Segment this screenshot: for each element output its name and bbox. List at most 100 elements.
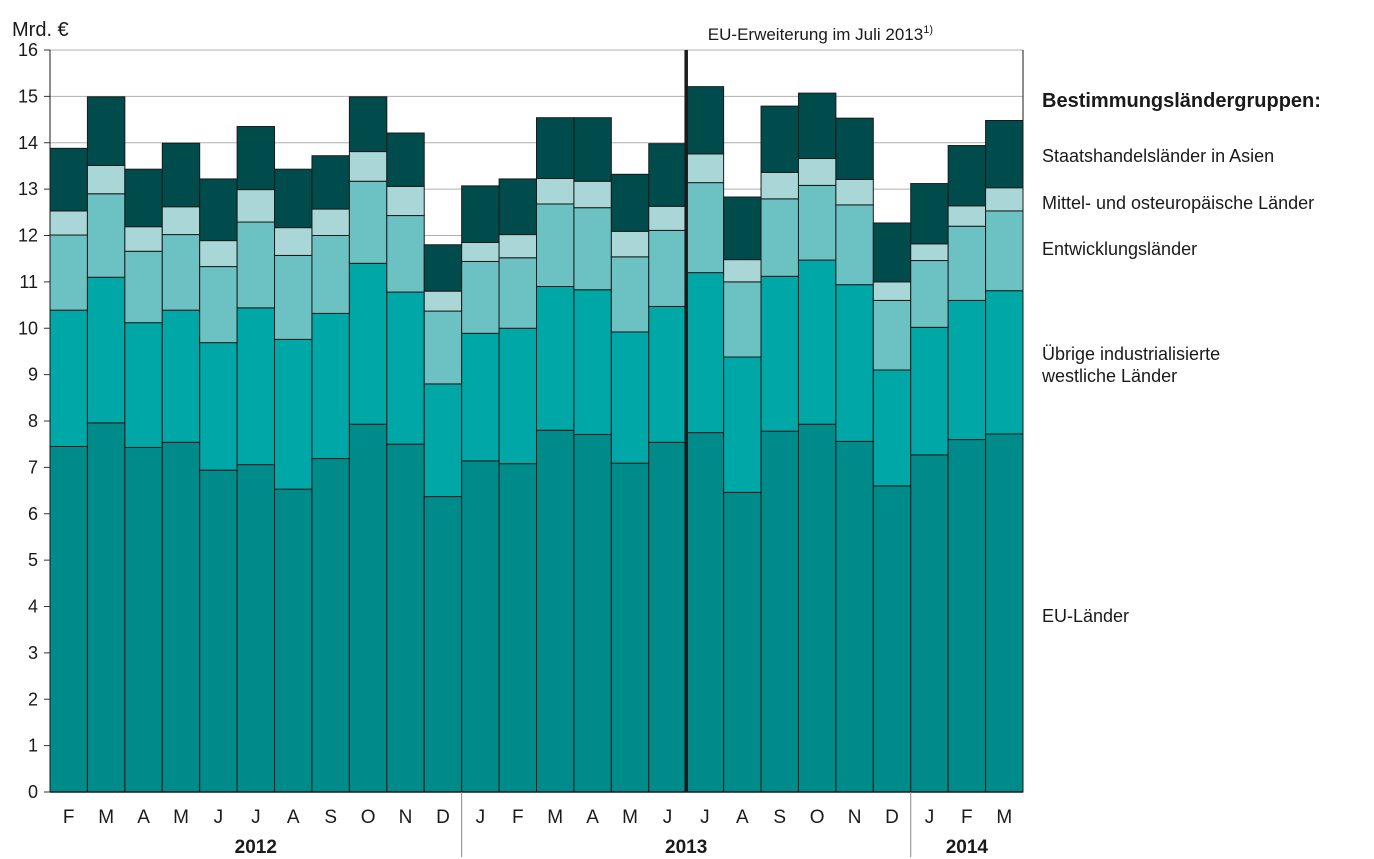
year-label: 2014	[946, 837, 989, 858]
bar-segment	[86, 276, 126, 424]
x-tick-label: N	[399, 807, 413, 828]
bar-segment	[872, 369, 912, 487]
bar-segment	[648, 143, 687, 207]
bar-segment	[723, 356, 762, 493]
bar-segment	[910, 243, 949, 262]
x-tick-label: M	[173, 807, 189, 828]
legend-entry-line: Übrige industrialisierte	[1042, 344, 1220, 364]
bar-segment	[161, 234, 201, 311]
bar-segment	[985, 187, 1024, 212]
bar-segment	[910, 454, 949, 793]
y-tick-label: 12	[18, 226, 38, 246]
y-tick-label: 0	[28, 782, 38, 802]
bar-segment	[274, 338, 313, 490]
bar-segment	[685, 86, 725, 155]
x-tick-label: J	[663, 807, 673, 828]
x-tick-label: A	[736, 807, 749, 828]
bar-segment	[348, 180, 388, 264]
y-tick-label: 11	[19, 272, 38, 292]
bar-segment	[573, 289, 612, 435]
bar-segment	[760, 275, 799, 432]
bar-segment	[236, 464, 276, 793]
x-tick-label: M	[547, 807, 563, 828]
bar-segment	[236, 221, 276, 309]
bar-segment	[760, 105, 799, 173]
bar-segment	[49, 234, 88, 311]
legend-entry-line: Mittel- und osteuropäische Länder	[1042, 193, 1314, 213]
bar-segment	[124, 250, 163, 324]
bar-segment	[947, 439, 987, 793]
bar-segment	[461, 185, 500, 243]
bar-segment	[835, 117, 874, 180]
y-tick-label: 9	[28, 365, 38, 385]
legend-entry-line: Entwicklungsländer	[1042, 239, 1197, 259]
bar-segment	[124, 322, 163, 448]
bar-segment	[49, 210, 88, 236]
bar-segment	[947, 299, 987, 441]
bar-segment	[648, 229, 687, 307]
bar-segment	[348, 96, 388, 153]
bar-segment	[461, 241, 500, 262]
bar-segment	[423, 290, 463, 312]
bar-segment	[610, 331, 650, 464]
y-tick-label: 15	[18, 86, 38, 106]
bar-segment	[536, 177, 575, 205]
bar-segment	[124, 446, 163, 793]
bar-segment	[985, 433, 1024, 793]
legend-title: Bestimmungsländergruppen:	[1042, 90, 1321, 112]
bar-segment	[86, 96, 126, 166]
x-axis: F M A M J J A S O N D J F M A M J J A S O N D J F M 2012 2013 2014	[49, 50, 1024, 858]
bar-segment	[386, 215, 425, 293]
bar-segment	[274, 227, 313, 256]
bar-segment	[610, 462, 650, 793]
y-tick-label: 13	[18, 179, 38, 199]
bar-segment	[236, 189, 276, 223]
bar-segment	[536, 117, 575, 179]
bar-segment	[947, 205, 987, 227]
bar-segment	[161, 441, 201, 793]
legend-entry: Staatshandelsländer in Asien	[1042, 146, 1274, 166]
bar-segment	[124, 168, 163, 228]
x-tick-label: J	[925, 807, 935, 828]
bar-segment	[498, 327, 538, 465]
bar-segment	[573, 207, 612, 291]
bar-segment	[723, 259, 762, 283]
bar-segment	[423, 310, 463, 385]
bar-segment	[797, 423, 837, 793]
annotation-eu-expansion: EU-Erweiterung im Juli 20131)	[708, 24, 933, 44]
bar-segment	[423, 496, 463, 793]
bar-segment	[199, 240, 238, 268]
bar-segment	[685, 153, 725, 184]
y-tick-label: 14	[18, 133, 38, 153]
x-tick-label: N	[848, 807, 862, 828]
x-tick-label: D	[885, 807, 899, 828]
bar-segment	[797, 184, 837, 261]
bar-segment	[199, 178, 238, 242]
x-tick-label: S	[773, 807, 786, 828]
x-tick-label: F	[512, 807, 524, 828]
bar-segment	[797, 92, 837, 160]
x-tick-label: F	[961, 807, 973, 828]
bar-segment	[536, 203, 575, 288]
bar-segment	[348, 262, 388, 425]
bar-segment	[461, 332, 500, 462]
bar-segment	[386, 443, 425, 793]
x-tick-label: M	[622, 807, 638, 828]
bar-segment	[985, 290, 1024, 435]
legend-entry-line: Staatshandelsländer in Asien	[1042, 146, 1274, 166]
bar-segment	[723, 196, 762, 261]
x-tick-label: A	[137, 807, 150, 828]
bar-segment	[348, 423, 388, 793]
bar-segment	[161, 309, 201, 443]
x-tick-label: M	[996, 807, 1012, 828]
y-tick-label: 6	[28, 504, 38, 524]
bar-segment	[872, 299, 912, 371]
bar-segment	[199, 342, 238, 471]
year-label: 2012	[235, 837, 277, 858]
x-tick-label: F	[63, 807, 75, 828]
bar-segment	[461, 460, 500, 793]
bar-segment	[311, 155, 350, 210]
legend-entry: EU-Länder	[1042, 606, 1129, 626]
legend-entry: Mittel- und osteuropäische Länder	[1042, 193, 1314, 213]
